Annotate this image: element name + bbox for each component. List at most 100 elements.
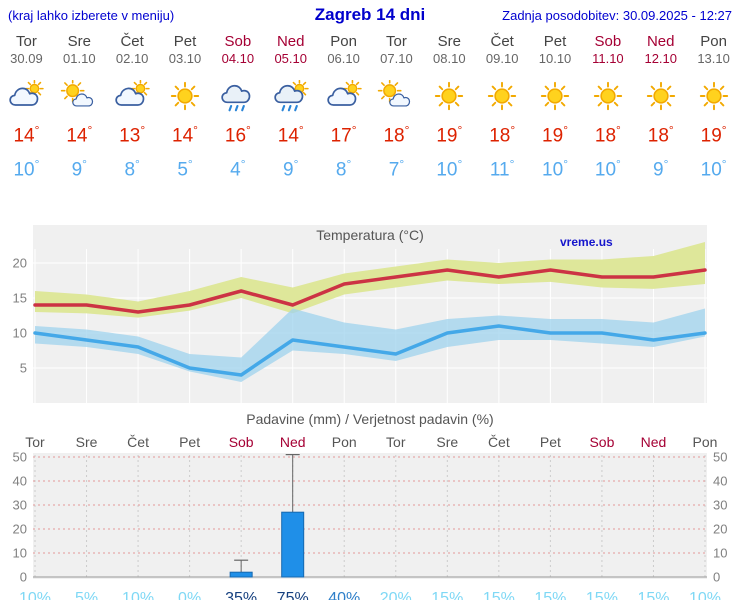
min-temperature: 7° [388, 157, 405, 181]
precip-probability: 0% [178, 590, 201, 600]
precip-day-label: Sre [436, 434, 458, 450]
precip-probability: 15% [534, 590, 566, 600]
max-temperature: 14° [66, 123, 93, 147]
precip-y-axis-label-left: 20 [13, 521, 27, 536]
min-temperature: 9° [71, 157, 87, 181]
precip-probability: 15% [586, 590, 618, 600]
precip-probability: 20% [380, 590, 412, 600]
day-date: 09.10 [485, 51, 519, 66]
min-temperature: 4° [230, 157, 246, 181]
day-date: 11.10 [592, 51, 624, 66]
day-name: Čet [490, 33, 514, 50]
location-menu-hint: (kraj lahko izberete v meniju) [8, 7, 175, 23]
cloud-sun-icon [106, 79, 159, 114]
precip-probability: 10% [689, 590, 721, 600]
min-temp-band [35, 308, 705, 382]
temperature-chart: 5 10 15 20 Temperatura (°C) vreme.us [13, 224, 707, 403]
precip-day-label: Sob [589, 434, 614, 450]
day-column: Pon 06.10 17° 8° [317, 29, 370, 183]
min-temperature: 9° [653, 157, 669, 181]
precip-y-axis-label-left: 30 [13, 497, 27, 512]
day-column: Sre 08.10 19° 10° [423, 29, 476, 183]
day-date: 13.10 [697, 51, 730, 66]
precip-day-label: Pon [332, 434, 357, 450]
day-date: 03.10 [168, 51, 202, 66]
precip-day-label: Ned [641, 434, 667, 450]
max-temperature: 19° [700, 123, 727, 147]
precip-y-axis-label-right: 0 [713, 569, 720, 584]
day-name: Tor [386, 33, 407, 50]
precip-bar [229, 571, 253, 578]
precip-probability: 40% [328, 590, 360, 600]
max-temperature: 19° [542, 123, 568, 147]
min-temperature: 8° [335, 157, 352, 181]
precip-y-axis-label-right: 40 [713, 473, 727, 488]
precipitation-chart: Padavine (mm) / Verjetnost padavin (%) To… [13, 411, 728, 600]
precip-y-axis-label-right: 50 [713, 449, 727, 464]
day-column: Sob 11.10 18° 10° [581, 29, 634, 183]
page-title: Zagreb 14 dni [314, 5, 426, 24]
precip-chart-title: Padavine (mm) / Verjetnost padavin (%) [246, 411, 493, 427]
min-temperature: 8° [124, 157, 140, 181]
precip-probability: 10% [19, 590, 51, 600]
precip-y-axis-label-right: 10 [713, 545, 727, 560]
min-temperature: 11° [489, 157, 515, 181]
day-date: 08.10 [433, 51, 466, 66]
day-name: Sob [224, 33, 252, 50]
precip-day-label: Tor [25, 434, 45, 450]
max-temp-line [33, 267, 707, 314]
max-temperature: 14° [172, 123, 198, 147]
temp-y-axis-label: 20 [13, 255, 27, 270]
day-date: 10.10 [538, 51, 572, 66]
precip-y-axis-label-left: 50 [13, 449, 27, 464]
day-name: Pet [543, 33, 567, 50]
precip-probability: 15% [637, 590, 669, 600]
rain-icon [211, 80, 264, 114]
min-temperature: 5° [177, 157, 193, 181]
min-temperature: 10° [700, 157, 727, 181]
day-name: Ned [646, 33, 675, 50]
precip-y-axis-label-right: 20 [713, 521, 727, 536]
day-column: Pet 10.10 19° 10° [529, 29, 582, 183]
day-name: Sob [594, 33, 622, 50]
sun-cloud-icon [370, 79, 423, 114]
day-date: 05.10 [274, 51, 307, 66]
watermark: vreme.us [560, 235, 613, 249]
day-column: Ned 12.10 18° 9° [634, 29, 687, 183]
day-column: Sre 01.10 14° 9° [53, 29, 106, 183]
precip-plot-area [33, 452, 707, 579]
min-temperature: 10° [542, 157, 568, 181]
max-temperature: 18° [383, 123, 410, 147]
header: (kraj lahko izberete v meniju) Zagreb 14… [0, 0, 740, 27]
precip-y-axis-label-left: 40 [13, 473, 27, 488]
forecast-day-strip: Tor 30.09 14° 10° Sre 01.10 14° 9° Čet 02.10 13… [0, 29, 740, 183]
day-name: Pon [700, 33, 727, 50]
precip-day-label: Pet [540, 434, 561, 450]
precip-day-label: Sob [229, 434, 254, 450]
day-name: Tor [16, 33, 37, 50]
sun-cloud-icon [53, 79, 106, 114]
day-column: Tor 07.10 18° 7° [370, 29, 423, 183]
precip-y-axis-label-right: 30 [713, 497, 727, 512]
precip-bar [281, 511, 305, 578]
min-temperature: 10° [436, 157, 463, 181]
sun-icon [687, 80, 740, 114]
precip-day-label: Tor [386, 434, 406, 450]
day-column: Pet 03.10 14° 5° [159, 29, 212, 183]
precip-day-label: Čet [127, 434, 149, 450]
precip-day-label: Pon [693, 434, 718, 450]
cloud-sun-icon [317, 79, 370, 114]
max-temperature: 14° [277, 123, 304, 147]
temp-y-axis-label: 5 [20, 360, 27, 375]
day-name: Sre [67, 33, 91, 50]
day-column: Čet 02.10 13° 8° [106, 29, 159, 183]
sun-icon [581, 80, 634, 114]
sun-icon [634, 80, 687, 114]
min-temp-line [33, 323, 707, 377]
min-temperature: 9° [283, 157, 299, 181]
temp-y-axis-label: 15 [13, 290, 27, 305]
sun-icon [159, 80, 212, 114]
sun-icon [529, 80, 582, 114]
precip-probability: 5% [75, 590, 98, 600]
temp-y-axis-label: 10 [13, 325, 27, 340]
